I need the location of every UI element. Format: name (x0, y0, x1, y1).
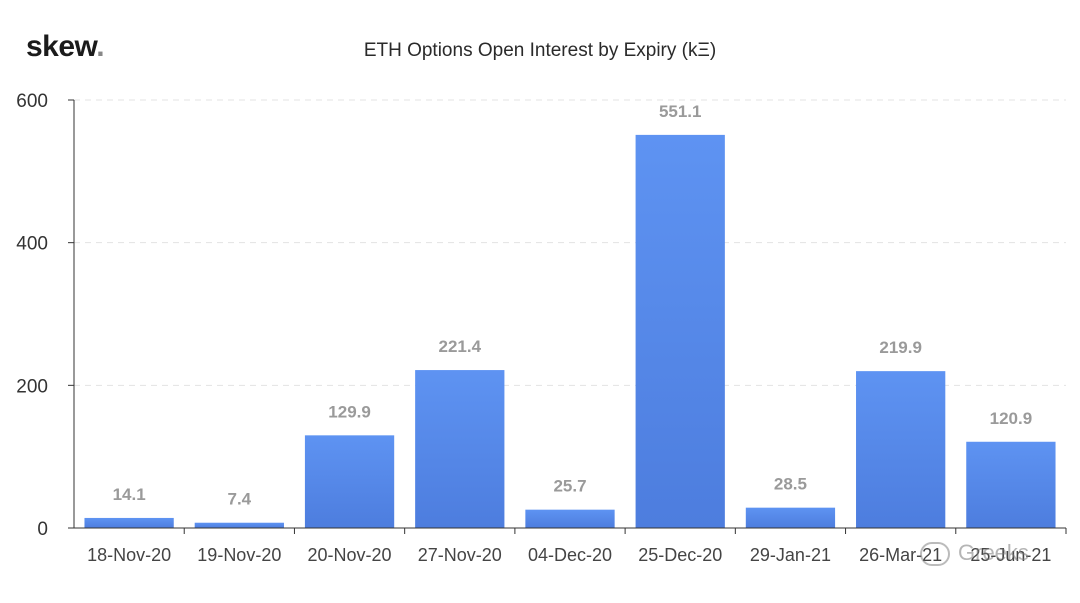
x-tick-label: 19-Nov-20 (197, 545, 281, 565)
logo-dot: . (96, 30, 105, 63)
value-labels: 14.1 7.4 129.9 221.4 25.7 551.1 28.5 219.9 120.9 (113, 102, 1033, 509)
value-label: 14.1 (113, 485, 146, 504)
skew-logo: skew. (26, 30, 105, 64)
x-tick-label: 27-Nov-20 (418, 545, 502, 565)
x-tick-label: 18-Nov-20 (87, 545, 171, 565)
value-label: 221.4 (439, 337, 482, 356)
value-label: 129.9 (328, 402, 371, 421)
x-tick-label: 25-Dec-20 (638, 545, 722, 565)
watermark: Greeks (920, 540, 1029, 567)
bar (525, 509, 615, 528)
x-tick-label: 29-Jan-21 (750, 545, 831, 565)
value-label: 25.7 (553, 477, 586, 496)
axes (68, 99, 1067, 534)
logo-text: skew (26, 30, 97, 63)
chart-title: ETH Options Open Interest by Expiry (kΞ) (363, 40, 717, 61)
bar (745, 507, 836, 528)
x-tick-labels: 18-Nov-20 19-Nov-20 20-Nov-20 27-Nov-20 04-D… (87, 545, 1051, 565)
x-tick-label: 25-Jun-21 (970, 545, 1051, 565)
bar (635, 134, 725, 528)
y-tick-labels: 0 200 400 600 (16, 91, 48, 540)
value-label: 28.5 (774, 475, 807, 494)
value-label: 120.9 (990, 409, 1033, 428)
wechat-icon (920, 542, 950, 567)
bar (966, 441, 1056, 528)
y-tick-label: 0 (37, 519, 48, 540)
bar (856, 371, 946, 528)
bar (415, 370, 505, 528)
bar (194, 522, 284, 528)
bars (84, 134, 1056, 528)
x-tick-label: 04-Dec-20 (528, 545, 612, 565)
bar (84, 517, 174, 528)
y-tick-label: 600 (16, 91, 48, 112)
bar (304, 435, 395, 528)
watermark-text: Greeks (958, 540, 1029, 565)
value-label: 7.4 (228, 490, 252, 509)
x-tick-label: 20-Nov-20 (308, 545, 392, 565)
y-tick-label: 200 (16, 376, 48, 397)
value-label: 219.9 (879, 338, 922, 357)
value-label: 551.1 (659, 102, 702, 121)
y-tick-label: 400 (16, 234, 48, 255)
